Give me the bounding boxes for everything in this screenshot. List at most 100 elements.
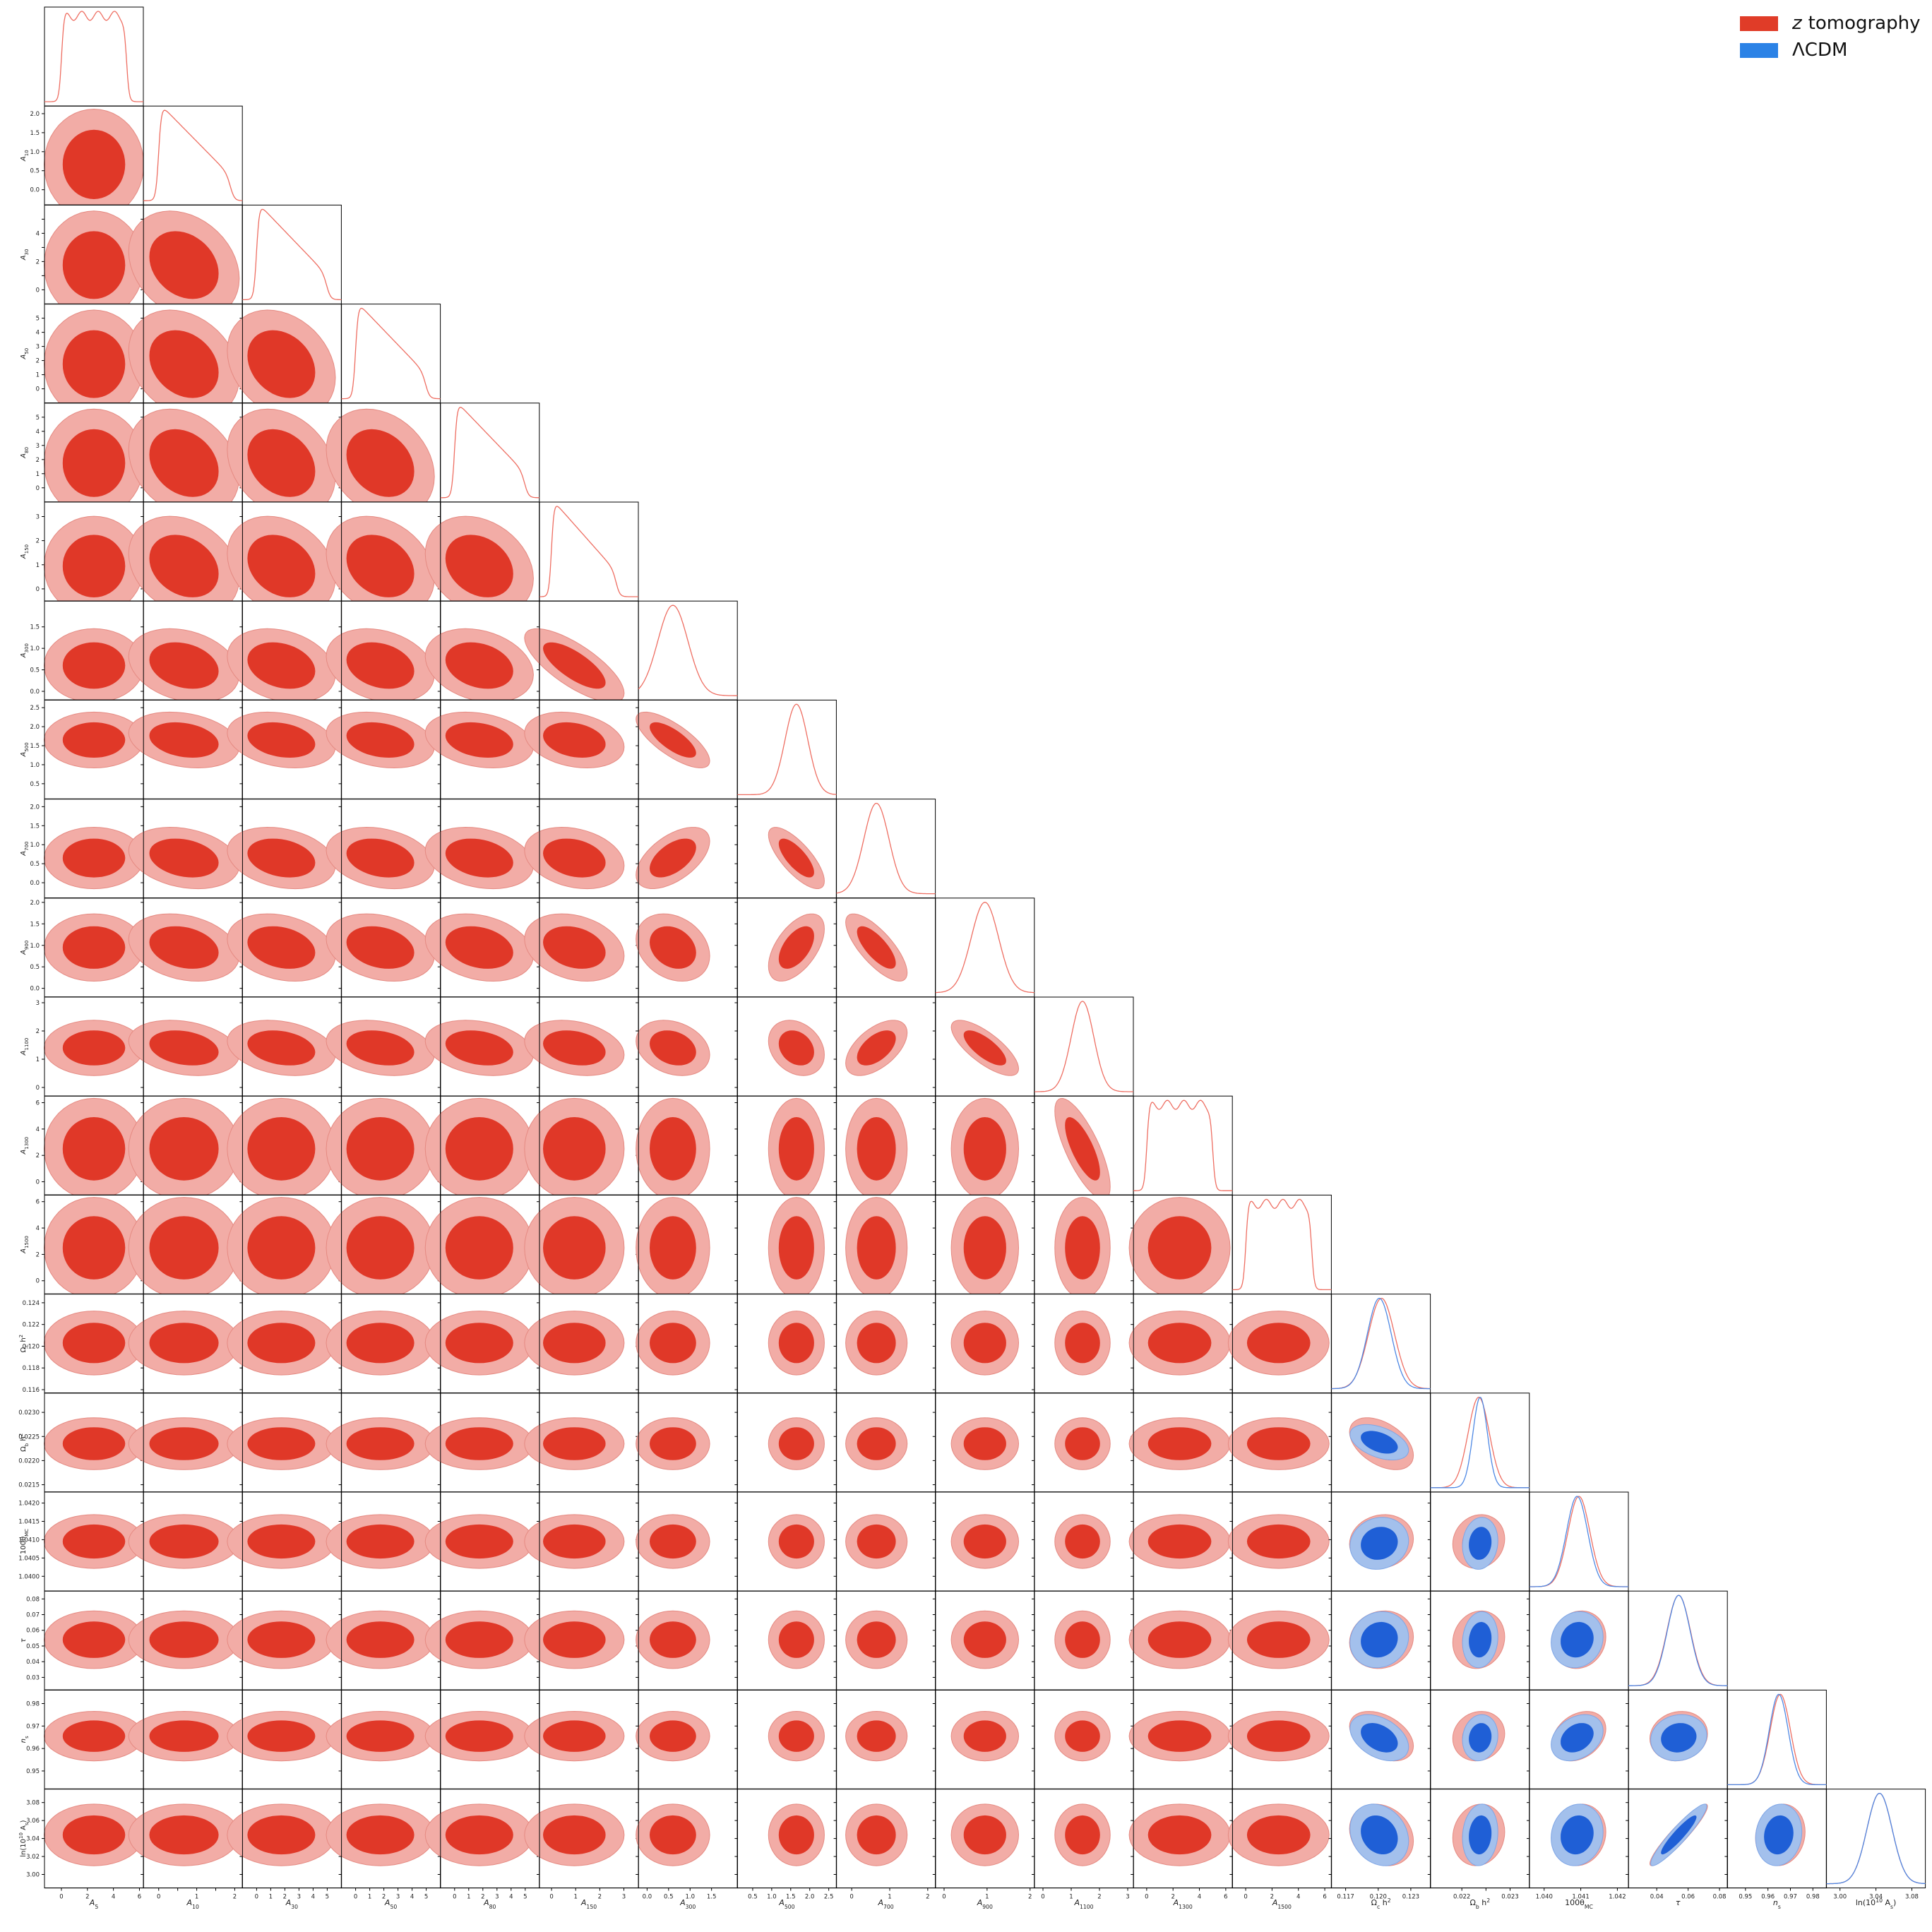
x-tick-label: 1	[1069, 1894, 1073, 1901]
contour-68-z	[1246, 1323, 1311, 1364]
y-tick-label: 0	[36, 485, 40, 492]
contour-panel	[227, 1294, 342, 1396]
contour-68-z	[445, 838, 513, 878]
contour-panel	[1626, 1689, 1728, 1792]
contour-panel: 0 1 2 3	[524, 1789, 639, 1901]
x-tick-label: 2	[283, 1894, 287, 1901]
y-tick-label: 1.5	[30, 624, 40, 631]
contour-68-z	[1246, 1524, 1311, 1559]
y-tick-label: 1.0420	[18, 1501, 40, 1508]
y-tick-label: 0.98	[26, 1700, 40, 1707]
contour-68-z	[1065, 1524, 1100, 1559]
contour-68-lcdm	[1361, 1431, 1398, 1454]
axis-label: ln(1010 As)	[18, 1820, 30, 1856]
contour-68-z	[346, 1216, 415, 1280]
contour-panel	[424, 996, 540, 1099]
contour-68-z	[247, 1323, 316, 1364]
contour-68-z	[857, 926, 896, 969]
contour-panel	[227, 1491, 342, 1594]
contour-panel	[326, 1689, 441, 1792]
contour-68-z	[963, 1621, 1006, 1658]
y-tick-label: 2	[36, 358, 40, 365]
y-tick-label: 1	[36, 1056, 40, 1063]
panel-frame	[1727, 1689, 1827, 1789]
contour-panel: 0.0 0.5 1.0 1.5 2.0	[30, 898, 145, 1000]
contour-panel: 0.03 0.04 0.05 0.06 0.07 0.08	[26, 1590, 145, 1693]
x-tick-label: 2	[598, 1894, 602, 1901]
contour-68-z	[346, 1323, 415, 1364]
contour-68-z	[62, 330, 126, 398]
panel-frame	[143, 105, 243, 205]
y-tick-label: 2	[36, 258, 40, 266]
axis-label: A700	[877, 1898, 893, 1910]
contour-68-lcdm	[1469, 1723, 1492, 1753]
contour-68-z	[247, 722, 316, 758]
x-tick-label: 3	[1126, 1894, 1129, 1901]
contour-panel	[1227, 1491, 1332, 1594]
y-tick-label: 0.05	[26, 1643, 40, 1650]
contour-68-z	[1246, 1621, 1311, 1658]
y-tick-label: 0.5	[30, 964, 40, 971]
contour-panel	[636, 1689, 738, 1792]
contour-panel	[524, 996, 639, 1099]
axis-label: A300	[679, 1898, 696, 1910]
contour-68-z	[62, 1323, 126, 1364]
x-tick-label: 0.08	[1713, 1894, 1727, 1901]
y-tick-label: 0.95	[26, 1768, 40, 1775]
contour-68-z	[62, 1116, 126, 1181]
contour-panel	[524, 1294, 639, 1396]
marginal-panel	[1232, 1194, 1332, 1297]
contour-panel	[1227, 1590, 1332, 1693]
y-tick-label: 0	[36, 287, 40, 294]
x-tick-label: 0.04	[1650, 1894, 1664, 1901]
marginal-curve-z	[836, 802, 936, 895]
contour-panel	[734, 1590, 837, 1693]
contour-panel	[128, 1294, 243, 1396]
contour-68-z	[1147, 1524, 1212, 1559]
y-tick-label: 0.06	[26, 1628, 40, 1635]
contour-68-z	[1147, 1815, 1212, 1855]
contour-panel	[227, 699, 342, 802]
x-tick-label: 0.123	[1402, 1894, 1419, 1901]
contour-68-z	[649, 1216, 696, 1280]
y-tick-label: 0	[36, 1179, 40, 1186]
contour-68-z	[1246, 1815, 1311, 1855]
x-tick-label: 3	[495, 1894, 499, 1901]
contour-68-z	[963, 1323, 1006, 1364]
contour-panel	[227, 304, 342, 419]
y-tick-label: 0.0	[30, 880, 40, 887]
x-tick-label: 4	[1296, 1894, 1300, 1901]
contour-68-lcdm	[1561, 1621, 1594, 1658]
contour-68-z	[445, 1524, 513, 1559]
contour-panel	[424, 1194, 540, 1299]
x-tick-label: 0.5	[664, 1894, 674, 1901]
contour-panel	[424, 600, 540, 703]
contour-panel	[326, 799, 441, 901]
y-tick-label: 1.0	[30, 762, 40, 769]
contour-68-z	[857, 1621, 896, 1658]
contour-panel: 0.5 1.0 1.5 2.0 2.5	[734, 1789, 837, 1901]
x-tick-label: 5	[326, 1894, 329, 1901]
x-tick-label: 2	[926, 1894, 929, 1901]
contour-68-z	[778, 1524, 814, 1559]
contour-panel	[524, 1194, 639, 1299]
marginal-panel	[44, 6, 144, 109]
contour-panel	[424, 1095, 540, 1200]
contour-68-lcdm	[1561, 1723, 1594, 1753]
contour-68-z	[247, 1030, 316, 1066]
contour-68-z	[149, 231, 219, 299]
y-tick-label: 2.5	[30, 705, 40, 712]
panel-frame	[935, 898, 1035, 998]
contour-panel	[128, 1393, 243, 1495]
y-tick-label: 1	[36, 471, 40, 478]
x-tick-label: 1	[269, 1894, 273, 1901]
contour-panel	[524, 1590, 639, 1693]
contour-68-z	[857, 1216, 896, 1280]
x-tick-label: 6	[1224, 1894, 1227, 1901]
contour-68-z	[346, 926, 415, 969]
contour-68-z	[149, 926, 219, 969]
contour-68-z	[542, 1524, 606, 1559]
contour-68-z	[542, 722, 606, 758]
contour-68-z	[247, 1524, 316, 1559]
contour-panel	[128, 898, 243, 1000]
